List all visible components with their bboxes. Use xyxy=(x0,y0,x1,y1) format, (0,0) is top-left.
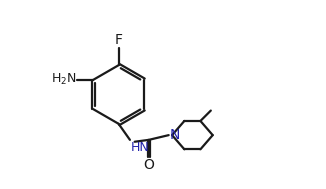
Text: O: O xyxy=(143,158,154,172)
Text: HN: HN xyxy=(131,141,150,154)
Text: H$_2$N: H$_2$N xyxy=(51,72,76,87)
Text: N: N xyxy=(170,128,180,142)
Text: F: F xyxy=(114,33,123,47)
